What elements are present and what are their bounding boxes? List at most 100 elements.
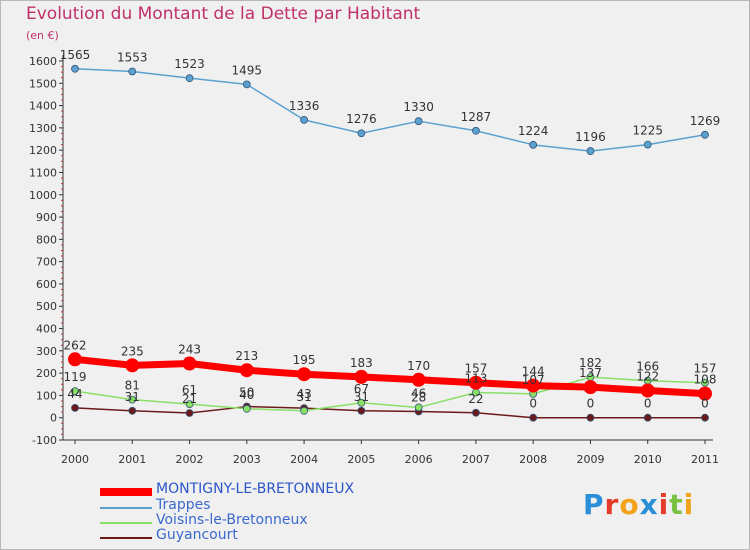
data-label: 44 — [67, 387, 82, 401]
data-label: 195 — [293, 353, 316, 367]
y-tick-label: 500 — [36, 300, 57, 313]
y-tick-label: 1600 — [29, 55, 57, 68]
data-point — [185, 74, 194, 83]
y-tick-label: 1000 — [29, 189, 57, 202]
data-label: 67 — [354, 382, 369, 396]
data-label: 0 — [529, 397, 537, 411]
data-point — [239, 363, 254, 378]
data-label: 1287 — [461, 110, 492, 124]
data-point — [354, 369, 369, 384]
data-label: 40 — [239, 388, 254, 402]
data-label: 1269 — [690, 114, 721, 128]
data-point — [242, 80, 251, 89]
data-point — [300, 115, 308, 124]
legend-label: Trappes — [156, 497, 211, 513]
series-line-1 — [74, 68, 706, 152]
y-tick-label: 400 — [36, 323, 57, 336]
legend-label: Voisins-le-Bretonneux — [156, 512, 308, 528]
data-label: 170 — [407, 359, 430, 373]
chart-unit-label: (en €) — [26, 29, 59, 42]
data-point — [357, 129, 366, 138]
x-tick-label: 2005 — [347, 453, 375, 466]
data-label: 1553 — [117, 50, 148, 64]
data-label: 144 — [522, 365, 545, 379]
data-label: 21 — [182, 392, 197, 406]
x-tick-label: 2004 — [290, 453, 318, 466]
legend-swatch — [100, 537, 152, 539]
data-point — [586, 413, 595, 422]
data-point — [242, 404, 251, 413]
data-label: 1196 — [575, 130, 606, 144]
data-label: 1225 — [632, 124, 663, 138]
data-label: 81 — [125, 379, 140, 393]
data-label: 262 — [64, 338, 87, 352]
series-line-0 — [74, 355, 706, 398]
y-tick-label: 100 — [36, 389, 57, 402]
data-point — [71, 64, 79, 73]
data-point — [526, 378, 541, 393]
data-label: 107 — [522, 373, 545, 387]
x-tick-label: 2000 — [61, 453, 89, 466]
data-label: 235 — [121, 344, 144, 358]
y-tick-label: -100 — [32, 434, 57, 447]
data-label: 31 — [125, 390, 140, 404]
y-tick-label: 1400 — [29, 100, 57, 113]
data-point — [128, 406, 137, 415]
legend-label: MONTIGNY-LE-BRETONNEUX — [156, 481, 355, 497]
data-point — [128, 67, 137, 76]
y-tick-label: 300 — [36, 345, 57, 358]
x-tick-label: 2001 — [118, 453, 146, 466]
x-tick-label: 2008 — [519, 453, 547, 466]
data-point — [182, 356, 197, 371]
x-tick-label: 2007 — [462, 453, 490, 466]
x-tick-label: 2002 — [176, 453, 204, 466]
y-tick-label: 1300 — [29, 122, 57, 135]
data-label: 46 — [411, 386, 426, 400]
y-tick-label: 200 — [36, 367, 57, 380]
data-label: 0 — [644, 397, 652, 411]
data-label: 166 — [636, 360, 659, 374]
data-point — [128, 395, 137, 404]
data-point — [414, 403, 423, 412]
series-line-3 — [74, 405, 705, 419]
x-tick-label: 2009 — [576, 453, 604, 466]
y-tick-label: 600 — [36, 278, 57, 291]
legend-swatch — [100, 488, 152, 496]
data-point — [357, 398, 366, 407]
data-label: 1336 — [289, 99, 320, 113]
data-label: 243 — [178, 343, 201, 357]
data-label: 113 — [464, 372, 487, 386]
data-label: 1565 — [60, 48, 91, 62]
data-label: 157 — [694, 362, 717, 376]
data-label: 1224 — [518, 124, 549, 138]
data-label: 119 — [64, 370, 87, 384]
data-label: 43 — [296, 387, 311, 401]
data-point — [698, 386, 712, 401]
data-point — [468, 375, 483, 390]
data-point — [701, 378, 709, 387]
y-tick-label: 1200 — [29, 144, 57, 157]
data-point — [185, 409, 194, 417]
data-point — [472, 408, 480, 417]
data-label: 1523 — [174, 57, 205, 71]
x-tick-label: 2003 — [233, 453, 261, 466]
y-tick-label: 1100 — [29, 166, 57, 179]
data-label: 137 — [579, 366, 602, 380]
data-label: 1495 — [232, 63, 263, 77]
data-point — [414, 117, 423, 126]
data-label: 0 — [701, 397, 709, 411]
data-label: 122 — [636, 370, 659, 384]
data-point — [472, 126, 480, 135]
data-point — [640, 383, 655, 398]
data-point — [357, 406, 366, 415]
x-tick-label: 2010 — [634, 453, 662, 466]
data-point — [297, 367, 312, 382]
data-label: 157 — [464, 362, 487, 376]
data-label: 1276 — [346, 112, 377, 126]
data-point — [701, 130, 709, 139]
data-label: 108 — [694, 373, 717, 387]
y-tick-label: 1500 — [29, 77, 57, 90]
data-label: 61 — [182, 383, 197, 397]
y-tick-label: 700 — [36, 256, 57, 269]
